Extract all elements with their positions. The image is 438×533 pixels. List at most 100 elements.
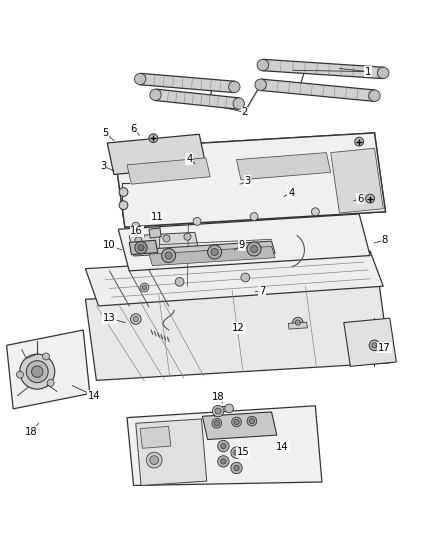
Text: 7: 7: [259, 286, 265, 296]
Circle shape: [247, 416, 257, 426]
Circle shape: [212, 405, 224, 417]
Polygon shape: [129, 232, 199, 256]
Circle shape: [233, 98, 244, 109]
Circle shape: [26, 361, 48, 383]
Polygon shape: [140, 426, 171, 448]
Circle shape: [138, 245, 144, 251]
Polygon shape: [118, 214, 370, 271]
Text: 12: 12: [232, 323, 245, 333]
Text: 1: 1: [365, 67, 371, 77]
Circle shape: [211, 248, 218, 255]
Circle shape: [142, 285, 147, 290]
Polygon shape: [149, 241, 275, 261]
Circle shape: [119, 188, 128, 197]
Polygon shape: [114, 133, 385, 227]
Polygon shape: [107, 134, 206, 174]
Polygon shape: [127, 158, 210, 184]
Polygon shape: [129, 240, 158, 255]
Text: 14: 14: [276, 442, 289, 452]
Polygon shape: [149, 228, 161, 238]
Circle shape: [47, 379, 54, 386]
Circle shape: [234, 465, 239, 471]
Circle shape: [208, 245, 222, 259]
Circle shape: [134, 74, 146, 85]
Circle shape: [249, 418, 254, 424]
Circle shape: [250, 213, 258, 221]
Circle shape: [131, 314, 141, 324]
Circle shape: [32, 366, 43, 377]
Circle shape: [162, 248, 176, 263]
Text: 4: 4: [186, 154, 192, 164]
Circle shape: [175, 278, 184, 286]
Circle shape: [163, 235, 170, 242]
Text: 3: 3: [244, 176, 251, 186]
Circle shape: [378, 67, 389, 78]
Circle shape: [193, 217, 201, 225]
Polygon shape: [331, 148, 383, 213]
Circle shape: [214, 421, 219, 426]
Circle shape: [150, 456, 159, 464]
Circle shape: [255, 79, 266, 91]
Text: 6: 6: [357, 193, 363, 204]
Polygon shape: [127, 406, 322, 486]
Circle shape: [212, 418, 222, 428]
Circle shape: [221, 443, 226, 449]
Circle shape: [231, 447, 242, 458]
Text: 16: 16: [130, 227, 143, 237]
Text: 10: 10: [103, 240, 116, 251]
Text: 4: 4: [288, 188, 294, 198]
Text: 1: 1: [365, 67, 371, 77]
Text: 18: 18: [25, 427, 38, 437]
Circle shape: [366, 194, 374, 203]
Text: 13: 13: [103, 313, 116, 323]
Polygon shape: [288, 322, 307, 329]
Circle shape: [293, 317, 303, 328]
Circle shape: [231, 462, 242, 474]
Polygon shape: [85, 251, 383, 306]
Circle shape: [241, 273, 250, 282]
Circle shape: [247, 242, 261, 256]
Circle shape: [17, 371, 24, 378]
Text: 14: 14: [88, 391, 100, 401]
Polygon shape: [136, 419, 207, 486]
Text: 11: 11: [150, 213, 163, 222]
Circle shape: [229, 81, 240, 93]
Text: 2: 2: [241, 107, 247, 117]
Circle shape: [251, 246, 258, 253]
Circle shape: [140, 283, 149, 292]
Circle shape: [150, 89, 161, 101]
Circle shape: [369, 90, 380, 101]
Circle shape: [133, 317, 138, 322]
Circle shape: [149, 134, 158, 142]
Polygon shape: [7, 330, 90, 409]
Circle shape: [234, 419, 239, 425]
Circle shape: [165, 252, 172, 259]
Circle shape: [42, 353, 49, 360]
Circle shape: [218, 440, 229, 452]
Polygon shape: [260, 79, 375, 101]
Circle shape: [132, 222, 140, 230]
Text: 17: 17: [378, 343, 391, 352]
Polygon shape: [344, 318, 396, 366]
Text: 6: 6: [131, 124, 137, 134]
Circle shape: [234, 450, 239, 455]
Circle shape: [369, 340, 380, 351]
Circle shape: [184, 233, 191, 240]
Text: 18: 18: [212, 392, 224, 401]
Circle shape: [119, 201, 128, 209]
Circle shape: [215, 408, 221, 414]
Text: 9: 9: [239, 240, 245, 251]
Circle shape: [135, 237, 142, 244]
Circle shape: [20, 354, 55, 389]
Text: 8: 8: [381, 235, 388, 245]
Circle shape: [135, 241, 147, 254]
Circle shape: [372, 343, 377, 348]
Circle shape: [232, 417, 241, 427]
Text: 15: 15: [237, 447, 250, 457]
Polygon shape: [140, 74, 235, 93]
Text: 5: 5: [102, 128, 108, 138]
Polygon shape: [262, 59, 384, 78]
Circle shape: [146, 452, 162, 468]
Circle shape: [355, 138, 364, 146]
Polygon shape: [202, 412, 277, 440]
